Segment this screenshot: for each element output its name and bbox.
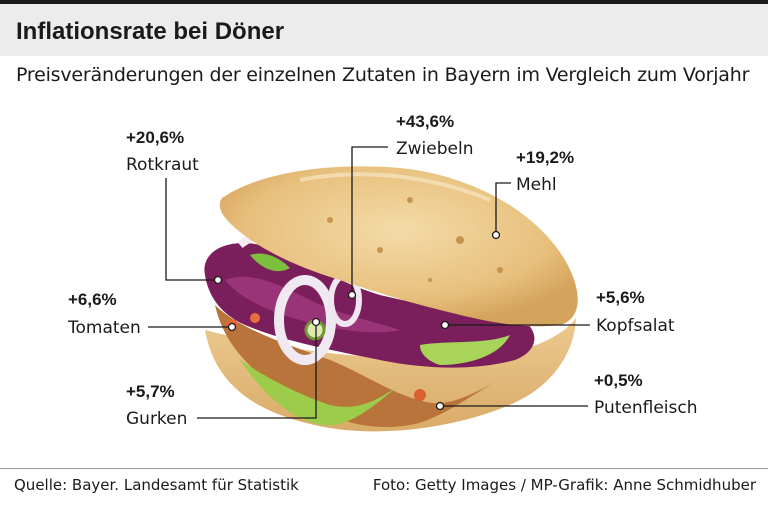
value-label-tomaten: +6,6%: [68, 290, 117, 309]
leader-gurken: [197, 322, 317, 419]
dot-rotkraut: [213, 275, 223, 285]
ingredient-labels: +20,6% Rotkraut +43,6% Zwiebeln +19,2% M…: [67, 112, 698, 429]
doener-photo: [204, 166, 578, 432]
dot-tomaten: [227, 322, 237, 332]
name-label-kopfsalat: Kopfsalat: [596, 316, 675, 336]
chart-title: Inflationsrate bei Döner: [16, 18, 285, 45]
header-band: Inflationsrate bei Döner: [0, 4, 768, 56]
value-label-mehl: +19,2%: [516, 148, 574, 167]
leader-rotkraut: [165, 178, 218, 281]
name-label-rotkraut: Rotkraut: [126, 155, 199, 175]
dot-kopfsalat: [440, 320, 450, 330]
dot-putenfleisch: [435, 401, 445, 411]
chart-subtitle: Preisveränderungen der einzelnen Zutaten…: [16, 64, 750, 86]
value-label-rotkraut: +20,6%: [126, 128, 184, 147]
value-label-zwiebeln: +43,6%: [396, 112, 454, 131]
value-label-kopfsalat: +5,6%: [596, 288, 645, 307]
leader-zwiebeln: [351, 146, 388, 295]
leader-mehl: [495, 182, 511, 235]
name-label-gurken: Gurken: [126, 409, 187, 429]
source-note: Quelle: Bayer. Landesamt für Statistik: [14, 476, 299, 494]
name-label-putenfleisch: Putenfleisch: [594, 398, 698, 418]
name-label-zwiebeln: Zwiebeln: [396, 139, 473, 159]
value-label-gurken: +5,7%: [126, 382, 175, 401]
footer-rule: [0, 468, 768, 469]
value-label-putenfleisch: +0,5%: [594, 371, 643, 390]
name-label-tomaten: Tomaten: [67, 318, 141, 338]
leader-dots: [213, 230, 501, 411]
leader-lines: [148, 146, 590, 419]
dot-zwiebeln: [347, 290, 357, 300]
dot-mehl: [491, 230, 501, 240]
dot-gurken: [311, 317, 321, 327]
top-rule: [0, 0, 768, 4]
credit-note: Foto: Getty Images / MP-Grafik: Anne Sch…: [372, 476, 756, 494]
name-label-mehl: Mehl: [516, 175, 557, 195]
